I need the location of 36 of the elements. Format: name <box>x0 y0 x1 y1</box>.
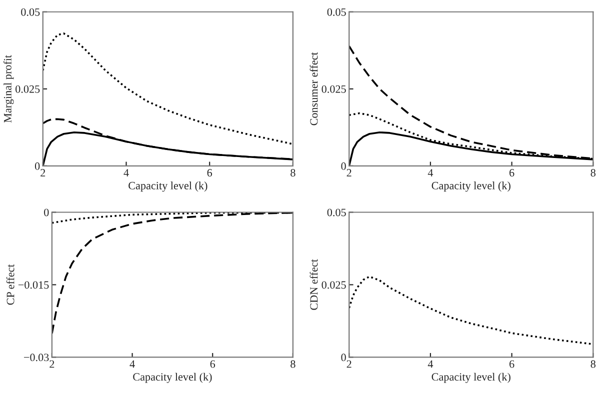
y-tick-label: 0.025 <box>322 281 346 289</box>
x-tick-label: 4 <box>428 169 434 176</box>
x-tick-label: 2 <box>346 360 352 368</box>
x-tick-label: 4 <box>124 169 129 176</box>
x-tick-label: 6 <box>509 360 514 368</box>
x-axis-title: Capacity level (k) <box>432 372 510 383</box>
y-axis-title: CP effect <box>6 264 14 305</box>
y-tick-label: 0.025 <box>16 85 40 93</box>
x-tick-label: 6 <box>207 169 212 177</box>
x-tick-label: 2 <box>40 169 46 176</box>
x-tick-label: 4 <box>428 360 434 368</box>
x-tick-label: 8 <box>290 169 296 177</box>
x-tick-label: 6 <box>509 169 514 177</box>
x-tick-label: 2 <box>346 169 352 176</box>
x-axis-title: Capacity level (k) <box>432 182 510 192</box>
x-tick-label: 8 <box>290 360 296 368</box>
x-axis-title: Capacity level (k) <box>133 372 212 383</box>
y-tick-label: −0.015 <box>18 281 49 289</box>
x-tick-label: 2 <box>50 360 54 368</box>
x-tick-label: 6 <box>210 360 216 368</box>
x-tick-label: 8 <box>590 360 596 368</box>
y-tick-label: 0.05 <box>327 8 346 16</box>
x-tick-label: 4 <box>130 360 135 368</box>
y-tick-label: 0 <box>341 162 346 170</box>
y-tick-label: 0.05 <box>327 208 346 216</box>
y-tick-label: 0 <box>341 354 346 362</box>
y-axis-title: Consumer effect <box>310 52 318 126</box>
y-tick-label: 0 <box>34 162 40 170</box>
y-tick-label: 0.025 <box>322 85 346 93</box>
y-axis-title: CDN effect <box>310 259 318 310</box>
y-tick-label: 0.05 <box>21 8 40 16</box>
y-axis-title: Marginal profit <box>3 54 14 123</box>
x-axis-title: Capacity level (k) <box>128 182 208 192</box>
y-tick-label: 0 <box>44 208 49 216</box>
y-tick-label: −0.03 <box>24 354 49 362</box>
x-tick-label: 8 <box>590 169 596 177</box>
